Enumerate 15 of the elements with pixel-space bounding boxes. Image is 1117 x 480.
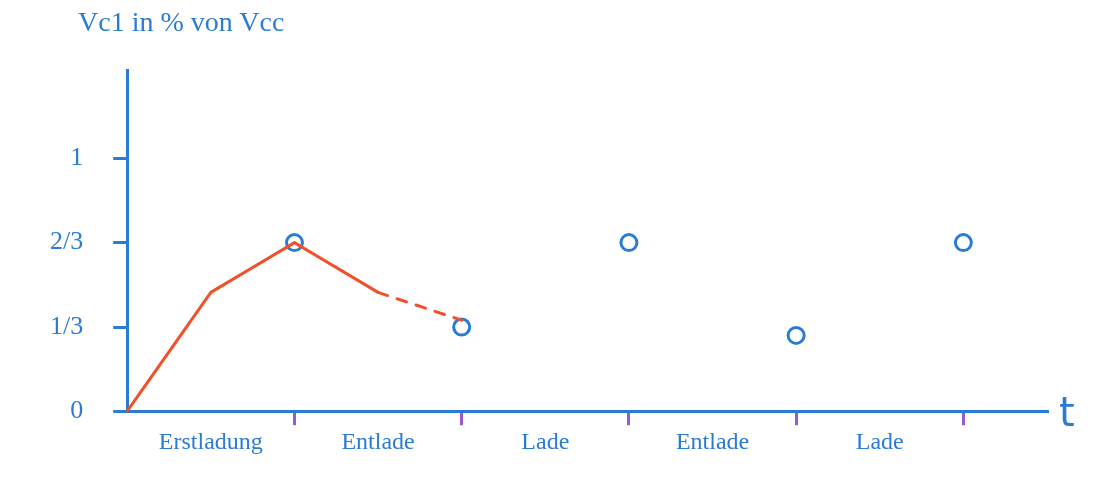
point xyxy=(452,317,472,337)
point xyxy=(786,325,806,345)
y-tick-label: 2/3 xyxy=(49,226,84,256)
x-axis-title: t xyxy=(1059,388,1075,435)
point xyxy=(953,233,973,253)
y-axis-title: Vc1 in % von Vcc xyxy=(78,6,285,38)
x-tick-label: Lade xyxy=(855,427,904,454)
x-tick-label: Erstladung xyxy=(158,427,263,454)
x-tick-label: Entlade xyxy=(341,427,415,454)
y-tick-label: 0 xyxy=(70,395,84,425)
x-tick-label: Lade xyxy=(521,427,570,454)
x-tick-label: Entlade xyxy=(675,427,750,454)
point xyxy=(619,233,639,253)
y-tick-label: 1/3 xyxy=(49,310,84,340)
y-tick-label: 1 xyxy=(70,142,84,172)
